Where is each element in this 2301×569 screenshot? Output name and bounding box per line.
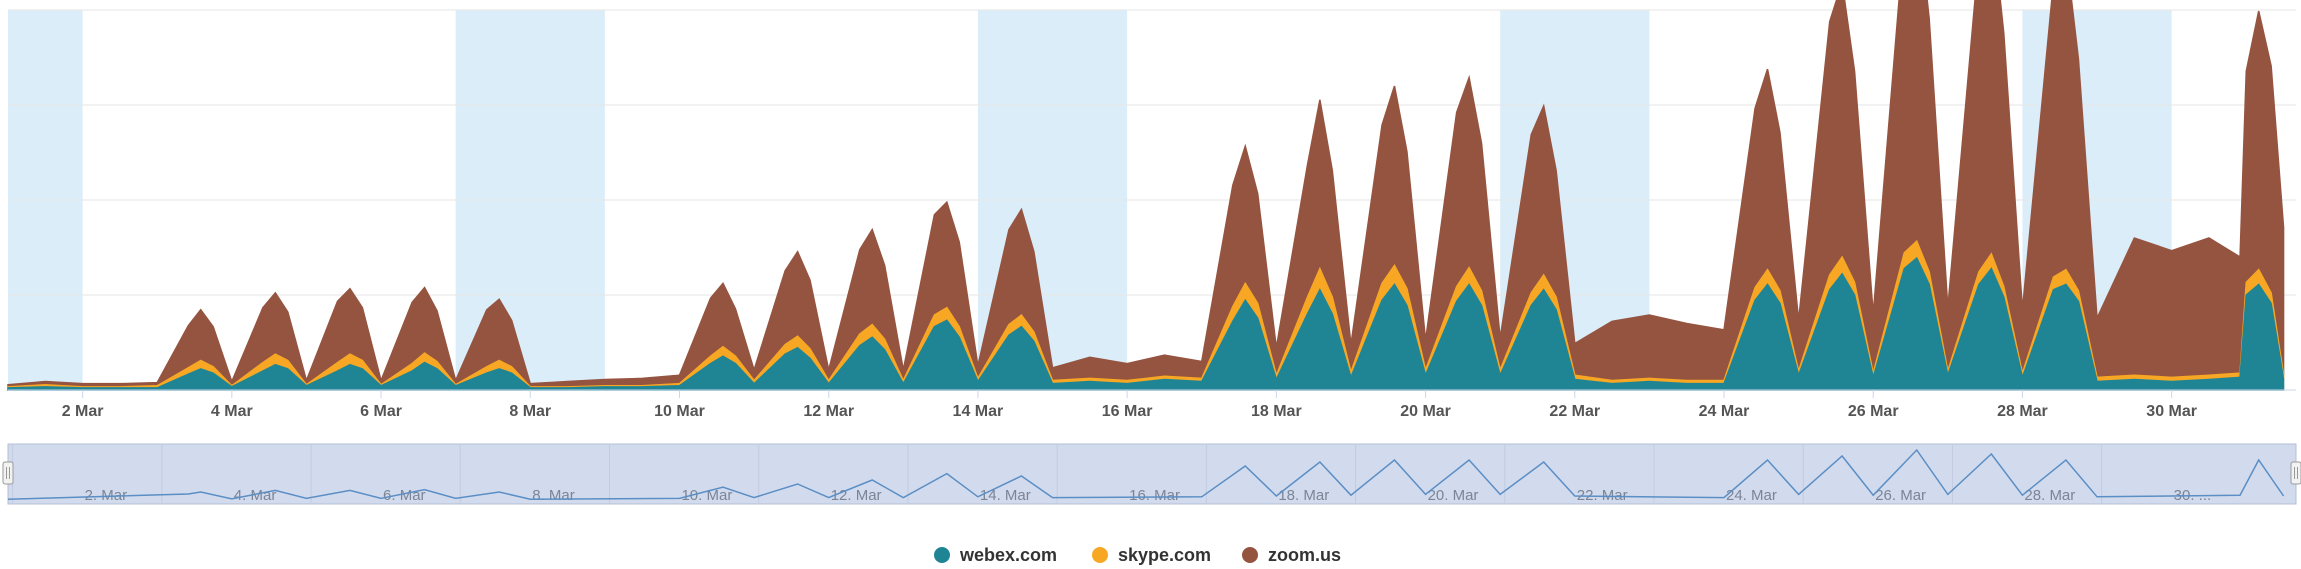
x-tick-label: 4 Mar bbox=[211, 403, 253, 420]
x-tick-label: 24 Mar bbox=[1699, 403, 1750, 420]
x-tick-label: 28 Mar bbox=[1997, 403, 2048, 420]
navigator-handle-left[interactable] bbox=[2, 461, 14, 485]
legend-item-webex-com[interactable]: webex.com bbox=[934, 545, 1057, 565]
navigator[interactable]: 2. Mar 4. Mar 6. Mar 8. Mar 10. Mar 12. Mar 14… bbox=[2, 443, 2301, 505]
x-tick-label: 2 Mar bbox=[62, 403, 104, 420]
x-tick-label: 18 Mar bbox=[1251, 403, 1302, 420]
navigator-tick-label: 2. Mar bbox=[85, 487, 128, 504]
x-tick-label: 10 Mar bbox=[654, 403, 705, 420]
area-zoom-us bbox=[7, 0, 2285, 388]
legend-marker bbox=[1242, 547, 1258, 563]
navigator-tick-label: 16. Mar bbox=[1129, 487, 1180, 504]
legend[interactable]: webex.com skype.com zoom.us bbox=[934, 545, 1341, 565]
x-tick-label: 16 Mar bbox=[1102, 403, 1153, 420]
navigator-tick-label: 28. Mar bbox=[2024, 487, 2075, 504]
x-tick-label: 26 Mar bbox=[1848, 403, 1899, 420]
legend-marker bbox=[1092, 547, 1108, 563]
x-tick-label: 6 Mar bbox=[360, 403, 402, 420]
navigator-tick-label: 12. Mar bbox=[831, 487, 882, 504]
legend-marker bbox=[934, 547, 950, 563]
navigator-tick-label: 10. Mar bbox=[681, 487, 732, 504]
x-tick-label: 12 Mar bbox=[803, 403, 854, 420]
x-tick-label: 14 Mar bbox=[953, 403, 1004, 420]
navigator-handle-right[interactable] bbox=[2290, 461, 2301, 485]
legend-label: skype.com bbox=[1118, 545, 1211, 565]
navigator-series-line bbox=[7, 448, 2285, 500]
legend-label: zoom.us bbox=[1268, 545, 1341, 565]
navigator-tick-label: 22. Mar bbox=[1577, 487, 1628, 504]
navigator-tick-label: 18. Mar bbox=[1278, 487, 1329, 504]
navigator-tick-label: 20. Mar bbox=[1428, 487, 1479, 504]
series-areas bbox=[7, 0, 2285, 391]
x-tick-label: 22 Mar bbox=[1549, 403, 1600, 420]
legend-item-zoom-us[interactable]: zoom.us bbox=[1242, 545, 1341, 565]
navigator-tick-label: 14. Mar bbox=[980, 487, 1031, 504]
navigator-tick-label: 4. Mar bbox=[234, 487, 277, 504]
navigator-tick-label: 8. Mar bbox=[532, 487, 575, 504]
navigator-tick-label: 26. Mar bbox=[1875, 487, 1926, 504]
x-tick-label: 8 Mar bbox=[509, 403, 551, 420]
x-tick-label: 20 Mar bbox=[1400, 403, 1451, 420]
x-axis: 2 Mar 4 Mar 6 Mar 8 Mar 10 Mar 12 Mar 14 Mar 16… bbox=[8, 389, 2296, 420]
x-tick-label: 30 Mar bbox=[2146, 403, 2197, 420]
legend-item-skype-com[interactable]: skype.com bbox=[1092, 545, 1211, 565]
navigator-tick-label: 24. Mar bbox=[1726, 487, 1777, 504]
navigator-mask[interactable] bbox=[7, 443, 2297, 505]
navigator-tick-label: 6. Mar bbox=[383, 487, 426, 504]
legend-label: webex.com bbox=[959, 545, 1057, 565]
